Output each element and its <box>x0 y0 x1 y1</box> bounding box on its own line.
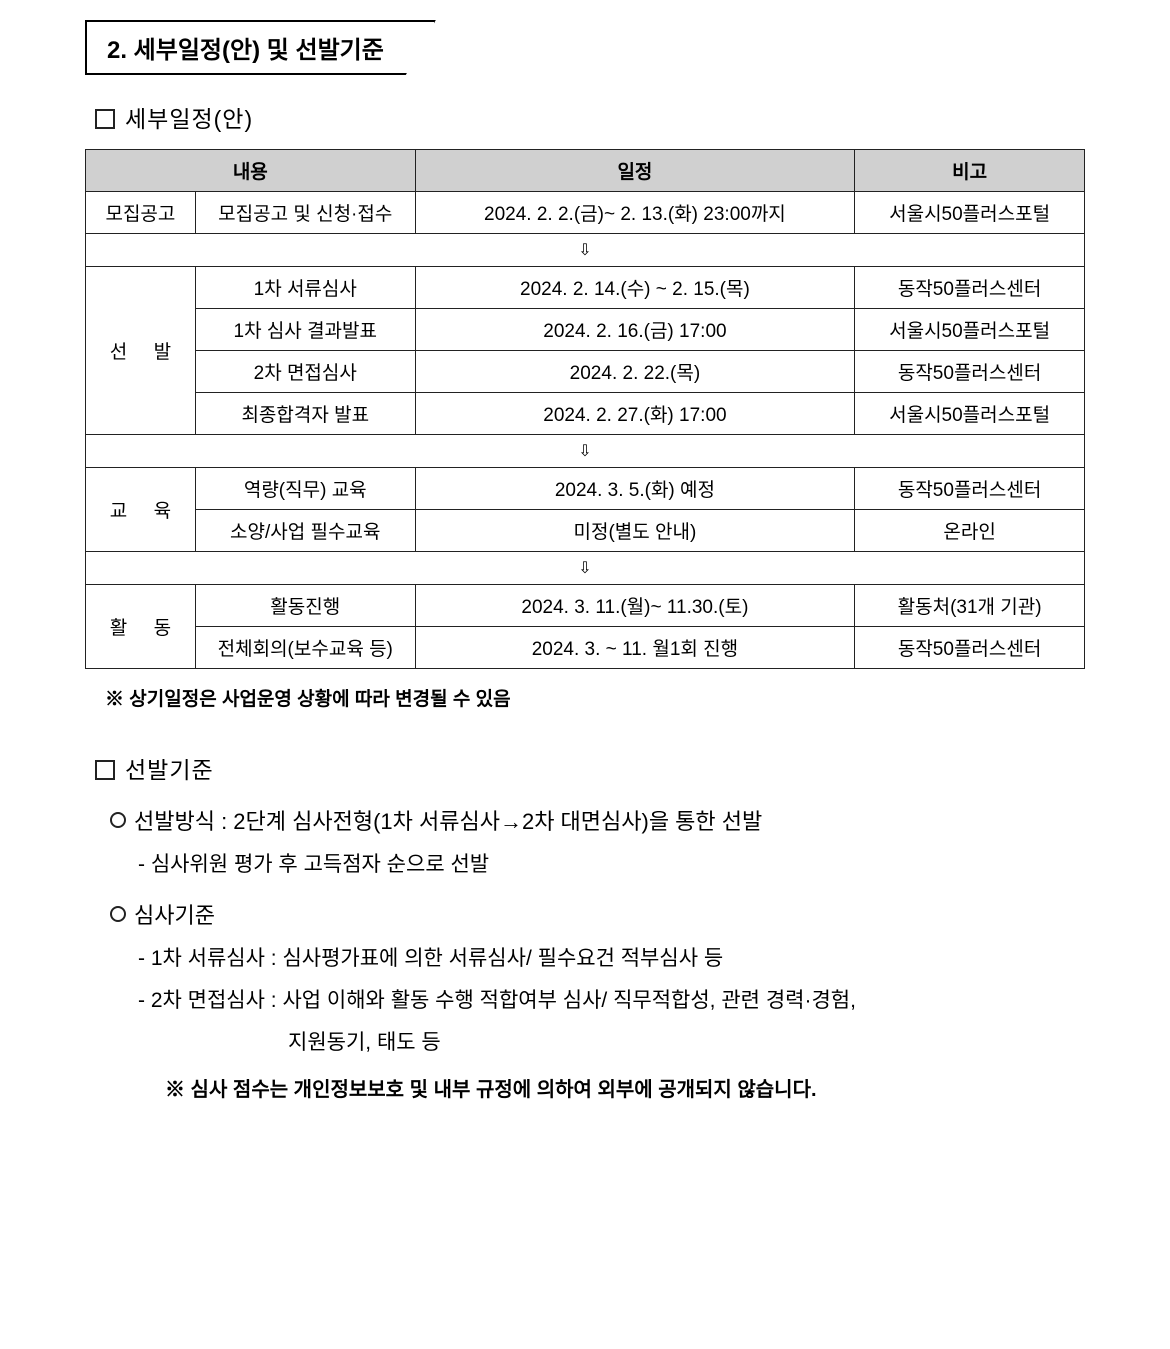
cell-sched: 2024. 2. 22.(목) <box>415 351 855 393</box>
cell-desc: 역량(직무) 교육 <box>195 468 415 510</box>
table-row: 교 육 역량(직무) 교육 2024. 3. 5.(화) 예정 동작50플러스센… <box>86 468 1085 510</box>
cell-category: 활 동 <box>86 585 196 669</box>
criteria-line: 선발방식 : 2단계 심사전형(1차 서류심사→2차 대면심사)을 통한 선발 <box>110 800 1085 844</box>
down-arrow-icon: ⇩ <box>86 234 1085 267</box>
cell-sched: 2024. 3. 11.(월)~ 11.30.(토) <box>415 585 855 627</box>
subsection-criteria-label: 선발기준 <box>125 757 214 783</box>
down-arrow-icon: ⇩ <box>86 552 1085 585</box>
table-row: 모집공고 모집공고 및 신청·접수 2024. 2. 2.(금)~ 2. 13.… <box>86 192 1085 234</box>
square-bullet-icon <box>95 109 115 129</box>
cell-note: 동작50플러스센터 <box>855 267 1085 309</box>
table-row: 소양/사업 필수교육 미정(별도 안내) 온라인 <box>86 510 1085 552</box>
cell-sched: 2024. 3. 5.(화) 예정 <box>415 468 855 510</box>
schedule-table: 내용 일정 비고 모집공고 모집공고 및 신청·접수 2024. 2. 2.(금… <box>85 149 1085 669</box>
criteria-subline: - 1차 서류심사 : 심사평가표에 의한 서류심사/ 필수요건 적부심사 등 <box>138 938 1085 980</box>
criteria-text: 심사기준 <box>134 903 215 928</box>
cat-char: 동 <box>154 618 171 639</box>
cell-note: 온라인 <box>855 510 1085 552</box>
subsection-schedule-label: 세부일정(안) <box>125 106 253 132</box>
subsection-criteria: 선발기준 <box>95 751 1085 785</box>
cat-char: 발 <box>154 342 171 363</box>
cat-char: 선 <box>110 342 127 363</box>
table-row: 활 동 활동진행 2024. 3. 11.(월)~ 11.30.(토) 활동처(… <box>86 585 1085 627</box>
criteria-body: 선발방식 : 2단계 심사전형(1차 서류심사→2차 대면심사)을 통한 선발 … <box>110 800 1085 1110</box>
arrow-row: ⇩ <box>86 234 1085 267</box>
cell-note: 서울시50플러스포털 <box>855 393 1085 435</box>
cell-desc: 최종합격자 발표 <box>195 393 415 435</box>
criteria-footnote: ※ 심사 점수는 개인정보보호 및 내부 규정에 의하여 외부에 공개되지 않습… <box>165 1070 1085 1110</box>
criteria-text: 선발방식 : 2단계 심사전형(1차 서류심사→2차 대면심사)을 통한 선발 <box>134 809 762 834</box>
cell-desc: 소양/사업 필수교육 <box>195 510 415 552</box>
cell-desc: 전체회의(보수교육 등) <box>195 627 415 669</box>
cell-note: 동작50플러스센터 <box>855 627 1085 669</box>
subsection-schedule: 세부일정(안) <box>95 100 1085 134</box>
criteria-subline: - 심사위원 평가 후 고득점자 순으로 선발 <box>138 844 1085 886</box>
cat-char: 교 <box>110 501 127 522</box>
criteria-line: 심사기준 <box>110 894 1085 938</box>
cell-desc: 활동진행 <box>195 585 415 627</box>
cell-note: 활동처(31개 기관) <box>855 585 1085 627</box>
cell-sched: 미정(별도 안내) <box>415 510 855 552</box>
criteria-subline-cont: 지원동기, 태도 등 <box>288 1022 1085 1064</box>
table-row: 1차 심사 결과발표 2024. 2. 16.(금) 17:00 서울시50플러… <box>86 309 1085 351</box>
table-row: 2차 면접심사 2024. 2. 22.(목) 동작50플러스센터 <box>86 351 1085 393</box>
arrow-row: ⇩ <box>86 552 1085 585</box>
cell-sched: 2024. 2. 16.(금) 17:00 <box>415 309 855 351</box>
cell-desc: 모집공고 및 신청·접수 <box>195 192 415 234</box>
cell-sched: 2024. 3. ~ 11. 월1회 진행 <box>415 627 855 669</box>
cell-sched: 2024. 2. 2.(금)~ 2. 13.(화) 23:00까지 <box>415 192 855 234</box>
table-row: 최종합격자 발표 2024. 2. 27.(화) 17:00 서울시50플러스포… <box>86 393 1085 435</box>
circle-bullet-icon <box>110 812 126 828</box>
header-content: 내용 <box>86 150 416 192</box>
cell-sched: 2024. 2. 27.(화) 17:00 <box>415 393 855 435</box>
cell-category: 교 육 <box>86 468 196 552</box>
cell-desc: 1차 심사 결과발표 <box>195 309 415 351</box>
criteria-subline: - 2차 면접심사 : 사업 이해와 활동 수행 적합여부 심사/ 직무적합성,… <box>138 980 1085 1022</box>
header-schedule: 일정 <box>415 150 855 192</box>
square-bullet-icon <box>95 760 115 780</box>
table-header-row: 내용 일정 비고 <box>86 150 1085 192</box>
section-header: 2. 세부일정(안) 및 선발기준 <box>85 20 1085 70</box>
table-row: 선 발 1차 서류심사 2024. 2. 14.(수) ~ 2. 15.(목) … <box>86 267 1085 309</box>
down-arrow-icon: ⇩ <box>86 435 1085 468</box>
cell-desc: 2차 면접심사 <box>195 351 415 393</box>
cell-category: 선 발 <box>86 267 196 435</box>
arrow-row: ⇩ <box>86 435 1085 468</box>
cat-char: 육 <box>154 501 171 522</box>
cell-category: 모집공고 <box>86 192 196 234</box>
circle-bullet-icon <box>110 906 126 922</box>
section-title: 2. 세부일정(안) 및 선발기준 <box>85 20 436 75</box>
header-note: 비고 <box>855 150 1085 192</box>
cell-note: 서울시50플러스포털 <box>855 192 1085 234</box>
cat-char: 활 <box>110 618 127 639</box>
table-row: 전체회의(보수교육 등) 2024. 3. ~ 11. 월1회 진행 동작50플… <box>86 627 1085 669</box>
schedule-footnote: ※ 상기일정은 사업운영 상황에 따라 변경될 수 있음 <box>105 684 1085 711</box>
cell-note: 동작50플러스센터 <box>855 351 1085 393</box>
cell-desc: 1차 서류심사 <box>195 267 415 309</box>
cell-note: 서울시50플러스포털 <box>855 309 1085 351</box>
cell-note: 동작50플러스센터 <box>855 468 1085 510</box>
cell-sched: 2024. 2. 14.(수) ~ 2. 15.(목) <box>415 267 855 309</box>
